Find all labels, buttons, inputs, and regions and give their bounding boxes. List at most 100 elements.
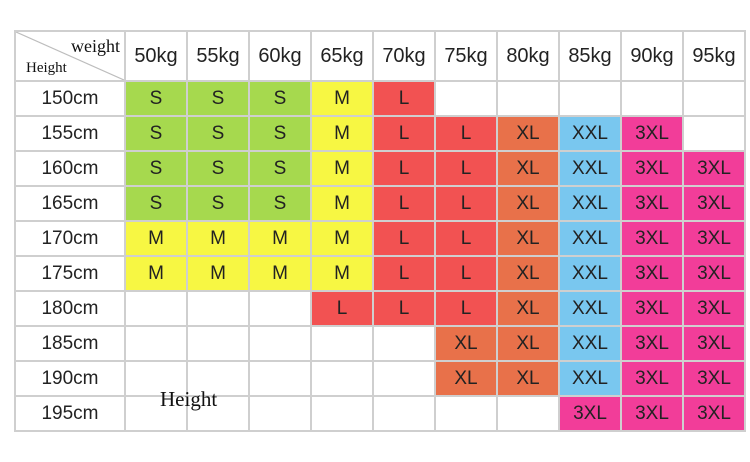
size-cell: XXL: [558, 220, 622, 257]
size-cell: XL: [496, 360, 560, 397]
empty-cell: [248, 290, 312, 327]
height-label: 190cm: [14, 360, 126, 397]
size-cell: M: [310, 150, 374, 187]
empty-cell: [186, 360, 250, 397]
empty-cell: [124, 395, 188, 432]
empty-cell: [124, 325, 188, 362]
size-cell: 3XL: [682, 325, 746, 362]
height-label: 175cm: [14, 255, 126, 292]
size-cell: XXL: [558, 150, 622, 187]
height-row: 155cm S S S M L L XL XXL 3XL: [14, 115, 746, 152]
size-cell: 3XL: [620, 325, 684, 362]
size-cell: XXL: [558, 115, 622, 152]
size-cell: 3XL: [682, 360, 746, 397]
size-cell: XXL: [558, 360, 622, 397]
size-cell: XL: [496, 115, 560, 152]
height-label: 185cm: [14, 325, 126, 362]
height-row: 175cm M M M M L L XL XXL 3XL 3XL: [14, 255, 746, 292]
height-label: 170cm: [14, 220, 126, 257]
size-cell: L: [372, 220, 436, 257]
size-chart-table: weight Height 50kg 55kg 60kg 65kg 70kg 75kg 80…: [14, 30, 746, 432]
height-row: 150cm S S S M L: [14, 80, 746, 117]
size-cell: S: [248, 185, 312, 222]
size-cell: XL: [496, 325, 560, 362]
size-cell: XL: [496, 185, 560, 222]
size-cell: XL: [434, 325, 498, 362]
size-cell: XL: [496, 220, 560, 257]
size-cell: S: [186, 80, 250, 117]
size-cell: 3XL: [620, 185, 684, 222]
size-cell: 3XL: [682, 290, 746, 327]
height-label: 150cm: [14, 80, 126, 117]
empty-cell: [620, 80, 684, 117]
size-cell: L: [372, 80, 436, 117]
size-cell: M: [186, 220, 250, 257]
height-label: 195cm: [14, 395, 126, 432]
height-row: 170cm M M M M L L XL XXL 3XL 3XL: [14, 220, 746, 257]
diagonal-divider: [17, 33, 123, 79]
weight-header: 65kg: [310, 30, 374, 82]
size-cell: 3XL: [620, 115, 684, 152]
header-row: weight Height 50kg 55kg 60kg 65kg 70kg 75kg 80…: [14, 30, 746, 82]
weight-header: 85kg: [558, 30, 622, 82]
size-cell: XXL: [558, 185, 622, 222]
size-cell: L: [372, 185, 436, 222]
size-cell: M: [248, 255, 312, 292]
size-cell: S: [248, 115, 312, 152]
height-row: 195cm 3XL 3XL 3XL: [14, 395, 746, 432]
size-cell: L: [434, 255, 498, 292]
height-axis-label: Height: [26, 60, 67, 76]
size-cell: S: [124, 115, 188, 152]
height-row: 165cm S S S M L L XL XXL 3XL 3XL: [14, 185, 746, 222]
size-cell: 3XL: [620, 220, 684, 257]
weight-header: 95kg: [682, 30, 746, 82]
size-cell: L: [434, 290, 498, 327]
empty-cell: [372, 325, 436, 362]
height-label: 165cm: [14, 185, 126, 222]
empty-cell: [496, 395, 560, 432]
size-cell: XL: [496, 150, 560, 187]
size-cell: 3XL: [620, 150, 684, 187]
empty-cell: [434, 395, 498, 432]
size-cell: S: [124, 150, 188, 187]
size-cell: XL: [496, 290, 560, 327]
empty-cell: [124, 290, 188, 327]
empty-cell: [558, 80, 622, 117]
size-cell: L: [310, 290, 374, 327]
empty-cell: [682, 80, 746, 117]
empty-cell: [248, 395, 312, 432]
size-cell: M: [186, 255, 250, 292]
size-cell: S: [186, 150, 250, 187]
size-cell: 3XL: [682, 395, 746, 432]
weight-header: 50kg: [124, 30, 188, 82]
height-row: 185cm XL XL XXL 3XL 3XL: [14, 325, 746, 362]
size-cell: L: [434, 150, 498, 187]
empty-cell: [186, 325, 250, 362]
height-label: 160cm: [14, 150, 126, 187]
size-cell: S: [248, 150, 312, 187]
empty-cell: [248, 325, 312, 362]
size-cell: S: [124, 185, 188, 222]
corner-cell: weight Height: [14, 30, 126, 82]
empty-cell: [186, 290, 250, 327]
weight-header: 70kg: [372, 30, 436, 82]
empty-cell: [310, 360, 374, 397]
size-cell: M: [310, 185, 374, 222]
height-row: 190cm XL XL XXL 3XL 3XL: [14, 360, 746, 397]
overlay-height-label: Height: [160, 387, 218, 411]
size-cell: 3XL: [682, 185, 746, 222]
size-cell: S: [124, 80, 188, 117]
size-cell: XL: [496, 255, 560, 292]
empty-cell: [310, 395, 374, 432]
size-cell: XXL: [558, 255, 622, 292]
empty-cell: [434, 80, 498, 117]
empty-cell: [124, 360, 188, 397]
empty-cell: [310, 325, 374, 362]
size-cell: 3XL: [682, 150, 746, 187]
weight-header: 80kg: [496, 30, 560, 82]
size-cell: XL: [434, 360, 498, 397]
size-cell: M: [310, 255, 374, 292]
size-cell: S: [186, 185, 250, 222]
height-row: 180cm L L L XL XXL 3XL 3XL: [14, 290, 746, 327]
size-cell: L: [372, 115, 436, 152]
